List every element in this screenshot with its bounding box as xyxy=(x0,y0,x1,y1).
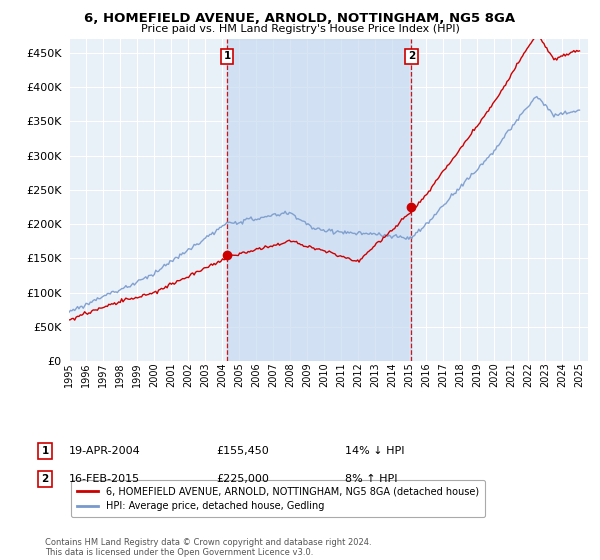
Legend: 6, HOMEFIELD AVENUE, ARNOLD, NOTTINGHAM, NG5 8GA (detached house), HPI: Average : 6, HOMEFIELD AVENUE, ARNOLD, NOTTINGHAM,… xyxy=(71,480,485,517)
Text: 1: 1 xyxy=(41,446,49,456)
Text: 2: 2 xyxy=(41,474,49,484)
Text: 14% ↓ HPI: 14% ↓ HPI xyxy=(345,446,404,456)
Text: 19-APR-2004: 19-APR-2004 xyxy=(69,446,141,456)
Text: 1: 1 xyxy=(224,52,231,62)
Text: £225,000: £225,000 xyxy=(216,474,269,484)
Text: Price paid vs. HM Land Registry's House Price Index (HPI): Price paid vs. HM Land Registry's House … xyxy=(140,24,460,34)
Bar xyxy=(227,39,412,361)
Text: Contains HM Land Registry data © Crown copyright and database right 2024.
This d: Contains HM Land Registry data © Crown c… xyxy=(45,538,371,557)
Text: 16-FEB-2015: 16-FEB-2015 xyxy=(69,474,140,484)
Text: 2: 2 xyxy=(408,52,415,62)
Text: 6, HOMEFIELD AVENUE, ARNOLD, NOTTINGHAM, NG5 8GA: 6, HOMEFIELD AVENUE, ARNOLD, NOTTINGHAM,… xyxy=(85,12,515,25)
Text: 8% ↑ HPI: 8% ↑ HPI xyxy=(345,474,398,484)
Text: £155,450: £155,450 xyxy=(216,446,269,456)
